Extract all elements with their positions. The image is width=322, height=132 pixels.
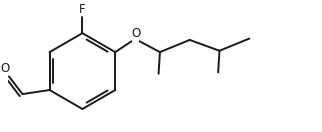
Text: F: F: [79, 3, 86, 16]
Text: O: O: [0, 62, 10, 75]
Text: O: O: [132, 27, 141, 40]
